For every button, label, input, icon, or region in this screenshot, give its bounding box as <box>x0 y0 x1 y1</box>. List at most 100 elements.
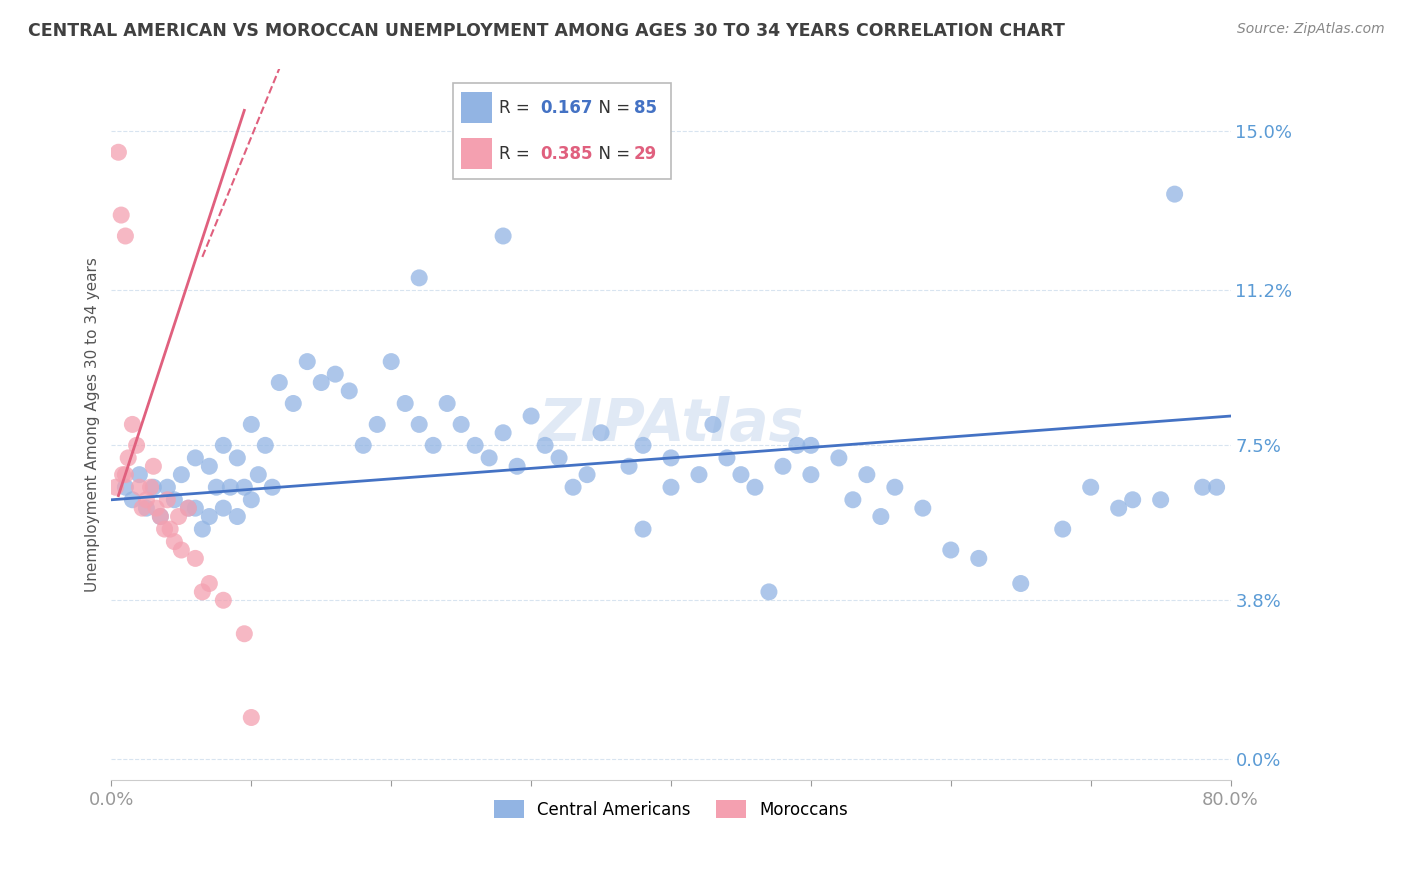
Point <box>191 522 214 536</box>
Point <box>121 492 143 507</box>
Point <box>233 626 256 640</box>
Point <box>309 376 332 390</box>
Point <box>135 492 157 507</box>
Point <box>534 438 557 452</box>
Point <box>408 271 430 285</box>
Point <box>226 509 249 524</box>
Point <box>659 480 682 494</box>
Point <box>110 208 132 222</box>
Point <box>716 450 738 465</box>
Point <box>177 501 200 516</box>
Point <box>233 480 256 494</box>
Point <box>219 480 242 494</box>
Point <box>117 450 139 465</box>
Point <box>156 492 179 507</box>
Point <box>744 480 766 494</box>
Point <box>212 501 235 516</box>
Point <box>149 509 172 524</box>
Text: Source: ZipAtlas.com: Source: ZipAtlas.com <box>1237 22 1385 37</box>
Point <box>1108 501 1130 516</box>
Point <box>323 367 346 381</box>
Point <box>464 438 486 452</box>
Point <box>163 534 186 549</box>
Point <box>772 459 794 474</box>
Text: ZIPAtlas: ZIPAtlas <box>538 396 804 453</box>
Point <box>159 522 181 536</box>
Point <box>240 417 263 432</box>
Point <box>131 501 153 516</box>
Point <box>1010 576 1032 591</box>
Point <box>1122 492 1144 507</box>
Point <box>142 480 165 494</box>
Point <box>911 501 934 516</box>
Y-axis label: Unemployment Among Ages 30 to 34 years: Unemployment Among Ages 30 to 34 years <box>86 257 100 592</box>
Point <box>337 384 360 398</box>
Point <box>170 543 193 558</box>
Point <box>149 509 172 524</box>
Point <box>111 467 134 482</box>
Point <box>212 593 235 607</box>
Point <box>240 710 263 724</box>
Point <box>163 492 186 507</box>
Point <box>198 509 221 524</box>
Point <box>617 459 640 474</box>
Point <box>631 522 654 536</box>
Point <box>520 409 543 423</box>
Text: CENTRAL AMERICAN VS MOROCCAN UNEMPLOYMENT AMONG AGES 30 TO 34 YEARS CORRELATION : CENTRAL AMERICAN VS MOROCCAN UNEMPLOYMEN… <box>28 22 1064 40</box>
Point <box>177 501 200 516</box>
Point <box>828 450 851 465</box>
Point <box>352 438 374 452</box>
Point <box>939 543 962 558</box>
Point <box>688 467 710 482</box>
Point <box>450 417 472 432</box>
Point <box>730 467 752 482</box>
Point <box>114 229 136 244</box>
Point <box>1205 480 1227 494</box>
Point <box>436 396 458 410</box>
Point <box>170 467 193 482</box>
Point <box>198 576 221 591</box>
Point <box>156 480 179 494</box>
Point <box>492 425 515 440</box>
Point <box>800 467 823 482</box>
Point <box>262 480 284 494</box>
Point <box>1191 480 1213 494</box>
Point <box>366 417 388 432</box>
Point <box>492 229 515 244</box>
Point <box>212 438 235 452</box>
Point <box>589 425 612 440</box>
Point <box>758 585 780 599</box>
Point <box>702 417 724 432</box>
Point <box>184 450 207 465</box>
Point <box>576 467 599 482</box>
Point <box>121 417 143 432</box>
Point <box>145 501 167 516</box>
Point <box>269 376 291 390</box>
Point <box>167 509 190 524</box>
Point <box>562 480 585 494</box>
Point <box>153 522 176 536</box>
Point <box>1080 480 1102 494</box>
Point <box>128 480 150 494</box>
Point <box>631 438 654 452</box>
Point <box>125 438 148 452</box>
Point <box>422 438 444 452</box>
Point <box>506 459 529 474</box>
Point <box>184 551 207 566</box>
Point <box>394 396 416 410</box>
Point <box>114 480 136 494</box>
Point <box>104 480 127 494</box>
Point <box>1149 492 1171 507</box>
Point <box>226 450 249 465</box>
Point <box>786 438 808 452</box>
Point <box>842 492 865 507</box>
Point <box>135 501 157 516</box>
Point <box>254 438 277 452</box>
Point <box>869 509 891 524</box>
Point <box>659 450 682 465</box>
Point <box>139 480 162 494</box>
Point <box>380 354 402 368</box>
Point <box>548 450 571 465</box>
Point <box>297 354 319 368</box>
Point <box>283 396 305 410</box>
